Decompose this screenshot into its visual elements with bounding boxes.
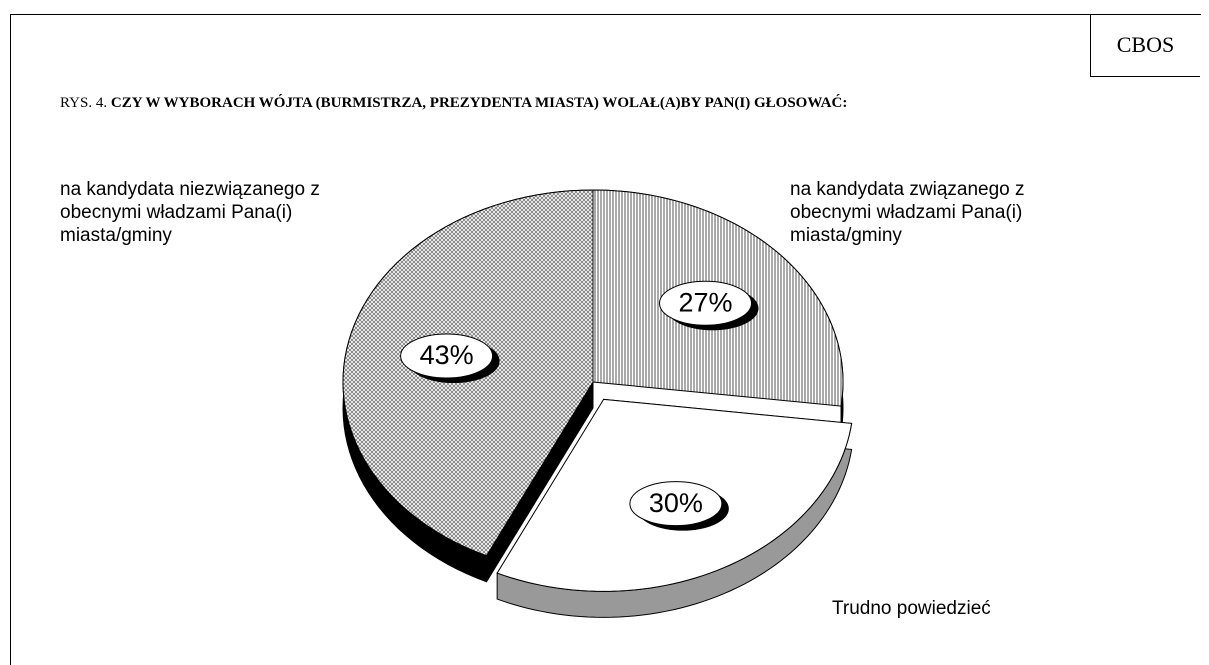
data-label: 27% [678,287,732,317]
category-label: na kandydata niezwiązanego z obecnymi wł… [60,179,320,246]
label-badge [629,481,723,527]
category-label: na kandydata związanego z obecnymi władz… [790,179,1025,246]
data-label: 43% [420,340,474,370]
figure-label: RYS. 4. [60,95,108,111]
title-text: CZY W WYBORACH WÓJTA (BURMISTRZA, PREZYD… [110,95,848,111]
data-label: 30% [649,488,703,518]
source: CBOS [1090,14,1200,77]
frame [10,14,1201,665]
chart-title: RYS. 4. CZY W WYBORACH WÓJTA (BURMISTRZA… [60,92,1120,114]
category-label: Trudno powiedzieć [832,598,991,619]
label-badge [400,333,494,379]
label-badge [659,280,753,326]
